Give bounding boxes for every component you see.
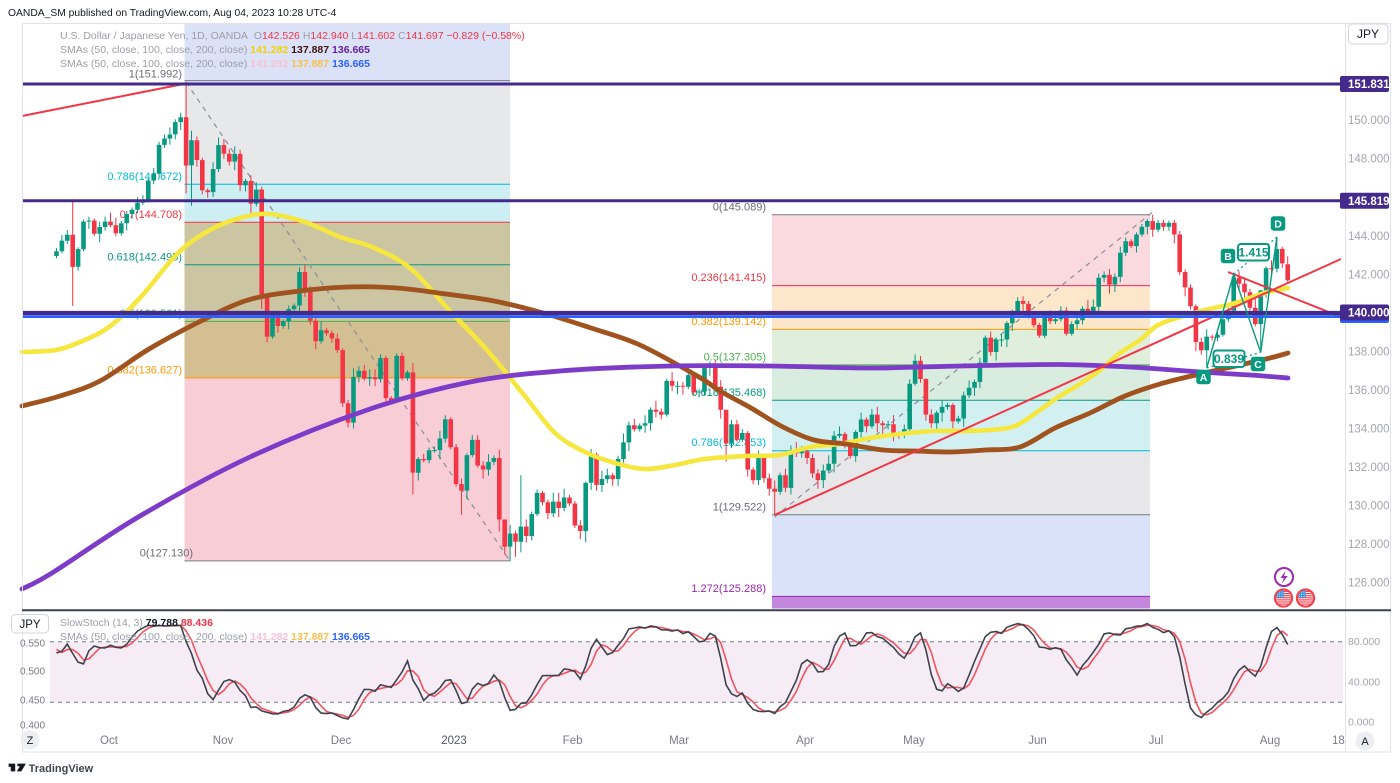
svg-text:150.000: 150.000 bbox=[1348, 115, 1390, 127]
svg-text:126.000: 126.000 bbox=[1348, 578, 1390, 590]
svg-text:C: C bbox=[1254, 359, 1262, 371]
svg-text:0.5(137.305): 0.5(137.305) bbox=[704, 352, 766, 364]
svg-text:138.000: 138.000 bbox=[1348, 346, 1390, 358]
svg-text:0.839: 0.839 bbox=[1214, 352, 1244, 366]
svg-text:B: B bbox=[1224, 251, 1232, 263]
svg-text:A: A bbox=[1361, 736, 1369, 748]
svg-text:132.000: 132.000 bbox=[1348, 462, 1390, 474]
svg-text:18: 18 bbox=[1332, 735, 1345, 747]
svg-text:134.000: 134.000 bbox=[1348, 424, 1390, 436]
svg-text:0.450: 0.450 bbox=[20, 696, 45, 707]
svg-text:80.000: 80.000 bbox=[1348, 636, 1380, 648]
svg-text:148.000: 148.000 bbox=[1348, 154, 1390, 166]
svg-text:Nov: Nov bbox=[213, 735, 234, 747]
svg-text:0.618(142.495): 0.618(142.495) bbox=[107, 252, 182, 264]
svg-text:128.000: 128.000 bbox=[1348, 539, 1390, 551]
svg-text:140.000: 140.000 bbox=[1348, 308, 1390, 320]
svg-text:0.400: 0.400 bbox=[20, 721, 45, 732]
svg-text:Jul: Jul bbox=[1149, 735, 1164, 747]
svg-text:0(127.130): 0(127.130) bbox=[140, 548, 193, 560]
svg-text:Z: Z bbox=[27, 735, 34, 747]
svg-text:SlowStoch (14, 3) 79.788 88.43: SlowStoch (14, 3) 79.788 88.436 bbox=[60, 617, 213, 629]
svg-text:0.550: 0.550 bbox=[20, 639, 45, 650]
svg-text:1(129.522): 1(129.522) bbox=[713, 502, 766, 514]
svg-text:144.000: 144.000 bbox=[1348, 231, 1390, 243]
svg-text:Dec: Dec bbox=[331, 735, 352, 747]
svg-text:130.000: 130.000 bbox=[1348, 501, 1390, 513]
svg-text:0.618(135.468): 0.618(135.468) bbox=[691, 387, 766, 399]
svg-text:0(145.089): 0(145.089) bbox=[713, 202, 766, 214]
svg-text:1(151.992): 1(151.992) bbox=[129, 69, 182, 81]
svg-text:145.819: 145.819 bbox=[1348, 196, 1390, 208]
svg-text:0.786(132.853): 0.786(132.853) bbox=[691, 437, 766, 449]
svg-text:A: A bbox=[1200, 372, 1208, 384]
svg-text:1.272(125.288): 1.272(125.288) bbox=[691, 583, 766, 595]
svg-text:OANDA_SM published on TradingV: OANDA_SM published on TradingView.com, A… bbox=[8, 8, 337, 19]
svg-text:0.382(136.627): 0.382(136.627) bbox=[107, 365, 182, 377]
svg-text:TradingView: TradingView bbox=[29, 763, 94, 775]
svg-text:May: May bbox=[903, 735, 925, 747]
svg-text:151.831: 151.831 bbox=[1348, 79, 1390, 91]
svg-text:D: D bbox=[1274, 218, 1282, 230]
svg-text:0.236(141.415): 0.236(141.415) bbox=[691, 272, 766, 284]
svg-text:136.000: 136.000 bbox=[1348, 385, 1390, 397]
svg-text:Apr: Apr bbox=[796, 735, 814, 747]
svg-text:SMAs (50, close, 100, close, 2: SMAs (50, close, 100, close, 200, close)… bbox=[60, 44, 370, 56]
svg-text:2023: 2023 bbox=[441, 735, 467, 747]
svg-text:0.000: 0.000 bbox=[1348, 717, 1374, 729]
svg-text:0.7(144.708): 0.7(144.708) bbox=[120, 209, 182, 221]
svg-text:JPY: JPY bbox=[19, 619, 40, 631]
svg-text:1.415: 1.415 bbox=[1238, 246, 1268, 260]
svg-text:SMAs (50, close, 100, close, 2: SMAs (50, close, 100, close, 200, close)… bbox=[60, 58, 370, 70]
svg-text:Feb: Feb bbox=[563, 735, 583, 747]
svg-text:142.000: 142.000 bbox=[1348, 269, 1390, 281]
svg-text:Mar: Mar bbox=[669, 735, 689, 747]
svg-text:0.786(146.672): 0.786(146.672) bbox=[107, 171, 182, 183]
svg-text:Oct: Oct bbox=[100, 735, 119, 747]
svg-text:0.382(139.142): 0.382(139.142) bbox=[691, 316, 766, 328]
svg-text:U.S. Dollar / Japanese Yen, 1D: U.S. Dollar / Japanese Yen, 1D, OANDA O1… bbox=[60, 30, 525, 42]
svg-text:Jun: Jun bbox=[1028, 735, 1047, 747]
svg-text:JPY: JPY bbox=[1357, 27, 1379, 41]
svg-text:Aug: Aug bbox=[1260, 735, 1280, 747]
svg-text:SMAs (50, close, 100, close, 2: SMAs (50, close, 100, close, 200, close)… bbox=[60, 631, 370, 643]
svg-text:40.000: 40.000 bbox=[1348, 676, 1380, 688]
svg-text:0.500: 0.500 bbox=[20, 667, 45, 678]
